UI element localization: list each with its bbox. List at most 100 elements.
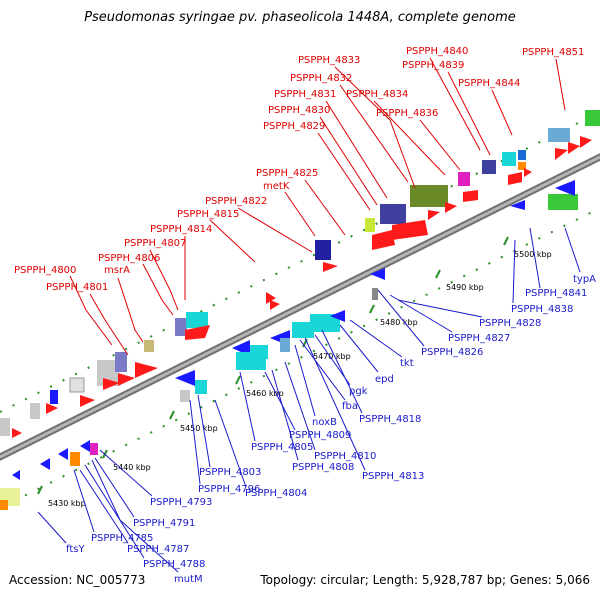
feature-block: [115, 352, 127, 372]
gene-label: noxB: [312, 417, 337, 428]
feature-arrow: [330, 310, 345, 322]
gene-label: PSPPH_4787: [127, 544, 189, 555]
tick-label: 5460 kbp: [246, 389, 284, 398]
feature-block: [458, 172, 470, 186]
gene-label: typA: [573, 274, 596, 285]
feature-arrow: [370, 268, 385, 280]
feature-arrow: [118, 373, 135, 386]
feature-arrow: [428, 210, 440, 220]
feature-block: [365, 218, 375, 232]
feature-arrow: [40, 458, 50, 470]
feature-block: [585, 110, 600, 126]
gene-label: PSPPH_4815: [177, 209, 239, 220]
feature-arrow: [580, 136, 592, 148]
gene-label: PSPPH_4841: [525, 288, 587, 299]
gene-label: PSPPH_4806: [98, 253, 160, 264]
gene-label: PSPPH_4801: [46, 282, 108, 293]
feature-arrow: [524, 168, 532, 177]
gene-label: PSPPH_4813: [362, 471, 424, 482]
feature-block: [310, 314, 340, 332]
feature-block: [0, 500, 8, 510]
feature-arrow: [80, 395, 95, 407]
gene-label: PSPPH_4836: [376, 108, 438, 119]
feature-block: [186, 312, 208, 328]
feature-arrow: [135, 362, 158, 378]
gene-label: epd: [375, 374, 394, 385]
gene-label: PSPPH_4829: [263, 121, 325, 132]
gene-label: PSPPH_4793: [150, 497, 212, 508]
tick-label: 5490 kbp: [446, 283, 484, 292]
feature-arrow: [555, 148, 568, 160]
gene-label: PSPPH_4807: [124, 238, 186, 249]
feature-block: [90, 443, 98, 455]
feature-arrow: [323, 262, 338, 272]
reverse-features: [0, 180, 578, 510]
gene-label: PSPPH_4826: [421, 347, 483, 358]
feature-arrow: [372, 230, 395, 250]
feature-block: [180, 390, 190, 402]
gene-label: PSPPH_4828: [479, 318, 541, 329]
gene-label: PSPPH_4810: [314, 451, 376, 462]
gene-label: ftsY: [66, 544, 85, 555]
reverse-gene-labels: ftsY PSPPH_4785 PSPPH_4787 PSPPH_4788 mu…: [66, 274, 596, 585]
tick-mark: [169, 410, 175, 420]
feature-block: [518, 150, 526, 160]
gene-label: PSPPH_4785: [91, 533, 153, 544]
gene-label: PSPPH_4838: [511, 304, 573, 315]
feature-arrow: [58, 448, 68, 460]
feature-arrow: [392, 220, 428, 240]
feature-block: [0, 418, 10, 436]
feature-block: [250, 345, 268, 359]
gene-label: PSPPH_4827: [448, 333, 510, 344]
genome-summary: Topology: circular; Length: 5,928,787 bp…: [260, 573, 590, 587]
feature-arrow: [103, 378, 120, 390]
tick-mark: [369, 304, 375, 314]
feature-arrow: [80, 440, 90, 452]
tick-label: 5440 kbp: [113, 463, 151, 472]
backbone: [0, 153, 600, 461]
feature-block: [548, 194, 578, 210]
feature-block: [548, 128, 570, 142]
feature-arrow: [568, 142, 580, 154]
gene-label: PSPPH_4822: [205, 196, 267, 207]
gene-label: PSPPH_4818: [359, 414, 421, 425]
feature-block: [144, 340, 154, 352]
gene-label: msrA: [104, 265, 130, 276]
gene-label: fba: [342, 401, 358, 412]
gene-label: PSPPH_4808: [292, 462, 354, 473]
feature-block: [315, 240, 331, 260]
tick-label: 5480 kbp: [380, 318, 418, 327]
feature-arrow: [445, 202, 457, 213]
gene-label: PSPPH_4804: [245, 488, 307, 499]
gene-label: PSPPH_4844: [458, 78, 520, 89]
feature-block: [30, 403, 40, 419]
feature-arrow: [12, 428, 22, 438]
gene-label: PSPPH_4832: [290, 73, 352, 84]
tick-label: 5430 kbp: [48, 499, 86, 508]
gene-label: PSPPH_4830: [268, 105, 330, 116]
gene-label: PSPPH_4803: [199, 467, 261, 478]
gene-label: PSPPH_4814: [150, 224, 212, 235]
gene-label: PSPPH_4833: [298, 55, 360, 66]
feature-block: [380, 204, 406, 224]
feature-block: [97, 360, 119, 386]
gene-label: PSPPH_4809: [289, 430, 351, 441]
feature-block: [69, 377, 85, 393]
feature-block: [195, 380, 207, 394]
feature-arrow: [175, 370, 195, 386]
gene-label: PSPPH_4805: [251, 442, 313, 453]
feature-arrow: [270, 300, 280, 310]
tick-mark: [37, 485, 43, 495]
feature-block: [70, 452, 80, 466]
gene-label: PSPPH_4788: [143, 559, 205, 570]
feature-block: [410, 185, 448, 207]
feature-block: [502, 152, 516, 166]
accession: Accession: NC_005773: [9, 573, 146, 587]
genome-title: Pseudomonas syringae pv. phaseolicola 14…: [84, 10, 516, 25]
tick-mark: [435, 269, 441, 279]
gene-label: PSPPH_4839: [402, 60, 464, 71]
forward-leader-lines: [69, 57, 566, 356]
gene-label: pgk: [349, 386, 368, 397]
